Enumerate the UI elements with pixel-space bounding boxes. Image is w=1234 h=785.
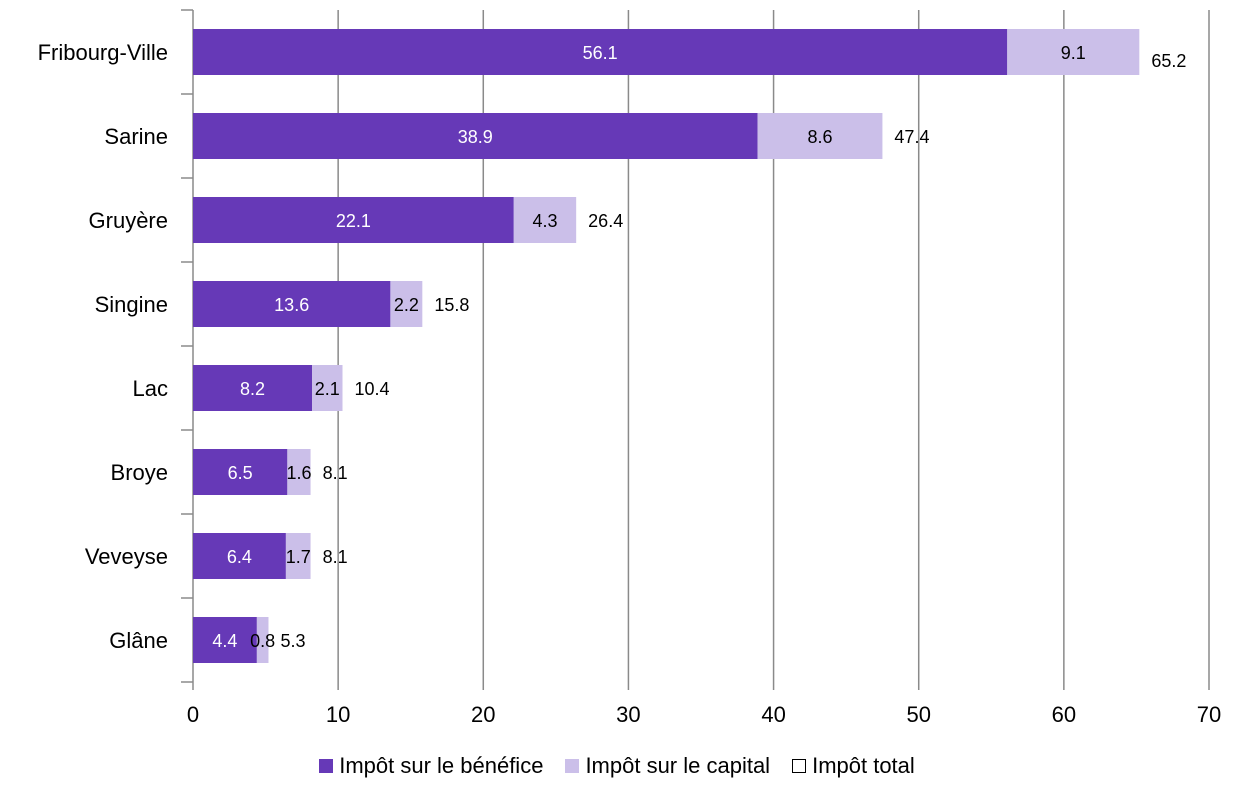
x-tick-label: 60 [1052,702,1076,727]
bar-capital [285,533,311,579]
data-label-capital: 0.8 [250,631,275,651]
legend-swatch-total [792,759,807,773]
bar-capital [287,449,311,495]
bar-capital [312,365,343,411]
data-label-benefice: 8.2 [240,379,265,399]
data-label-benefice: 22.1 [336,211,371,231]
data-label-total: 26.4 [588,211,623,231]
bar-capital [390,281,423,327]
data-label-benefice: 6.4 [227,547,252,567]
bar-benefice [193,449,288,495]
bar-capital [1007,29,1140,75]
data-label-total: 15.8 [434,295,469,315]
data-label-total: 10.4 [354,379,389,399]
legend-swatch-benefice [319,759,334,773]
chart: 0 10 20 30 40 50 60 70 Fribourg-Ville 56.1 9.1 65.2… [38,9,1221,727]
data-label-total: 47.4 [894,127,929,147]
legend-label-total: Impôt total [812,753,915,778]
bar-benefice [193,533,286,579]
legend-item-benefice: Impôt sur le bénéfice [319,753,543,779]
data-label-total: 8.1 [323,463,348,483]
x-tick-label: 10 [326,702,350,727]
data-label-capital: 8.6 [808,127,833,147]
x-tick-label: 40 [761,702,785,727]
data-label-capital: 2.2 [394,295,419,315]
category-label: Singine [95,292,168,317]
x-tick-label: 30 [616,702,640,727]
x-tick-label: 50 [906,702,930,727]
bar-capital [513,197,577,243]
legend: Impôt sur le bénéfice Impôt sur le capit… [0,753,1234,779]
category-label: Fribourg-Ville [38,40,168,65]
x-tick-label: 70 [1197,702,1221,727]
data-label-benefice: 6.5 [228,463,253,483]
bar-benefice [193,617,257,663]
bar-benefice [193,197,514,243]
data-label-total: 5.3 [280,631,305,651]
x-tick-label: 0 [187,702,199,727]
data-label-capital: 2.1 [315,379,340,399]
data-label-capital: 1.6 [286,463,311,483]
bar-capital [757,113,883,159]
category-label: Gruyère [89,208,168,233]
legend-item-capital: Impôt sur le capital [565,753,770,779]
category-label: Broye [111,460,168,485]
category-label: Glâne [109,628,168,653]
data-label-capital: 9.1 [1061,43,1086,63]
bar-benefice [193,365,313,411]
legend-label-capital: Impôt sur le capital [585,753,771,778]
data-label-benefice: 56.1 [583,43,618,63]
bar-benefice [193,113,758,159]
category-label: Lac [133,376,168,401]
bar-capital [256,617,269,663]
bar-benefice [193,281,391,327]
data-label-total: 65.2 [1151,51,1186,71]
data-label-benefice: 38.9 [458,127,493,147]
legend-item-total: Impôt total [792,753,915,779]
data-label-total: 8.1 [323,547,348,567]
x-tick-label: 20 [471,702,495,727]
legend-label-benefice: Impôt sur le bénéfice [339,753,544,778]
category-label: Veveyse [85,544,168,569]
legend-swatch-capital [565,759,580,773]
data-label-benefice: 4.4 [212,631,237,651]
bar-benefice [193,29,1008,75]
data-label-capital: 1.7 [286,547,311,567]
category-label: Sarine [104,124,168,149]
data-label-benefice: 13.6 [274,295,309,315]
data-label-capital: 4.3 [532,211,557,231]
